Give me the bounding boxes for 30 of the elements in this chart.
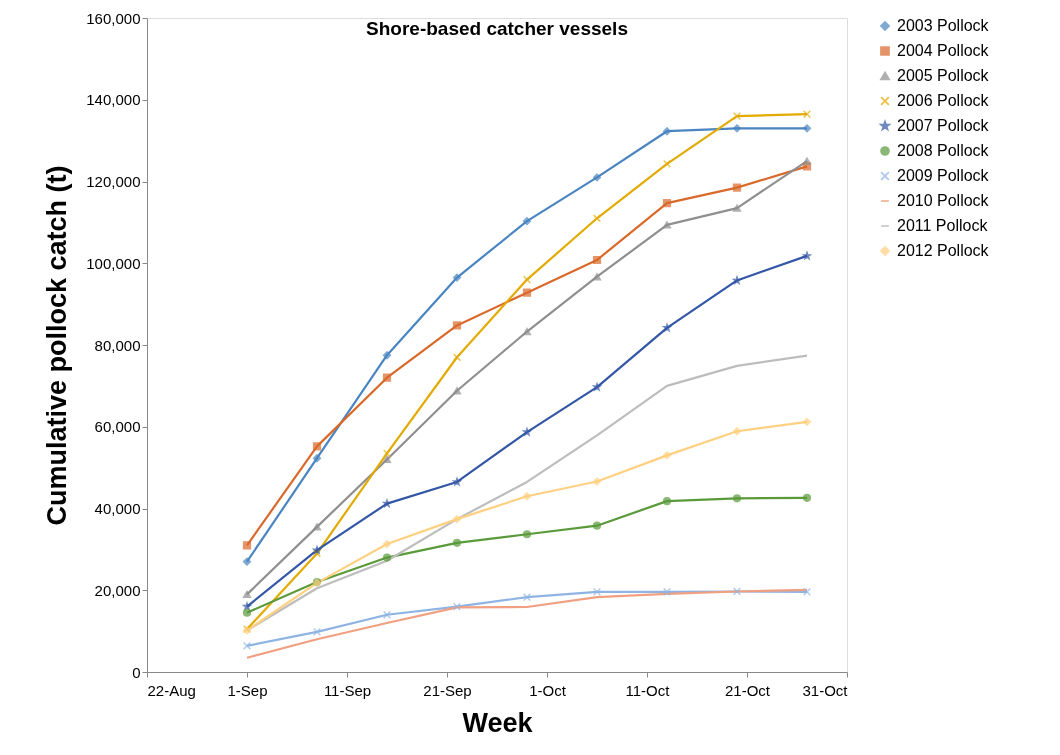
- y-tick-label: 160,000: [86, 9, 141, 27]
- y-axis-title: Cumulative pollock catch (t): [42, 165, 73, 526]
- y-tick-label: 100,000: [86, 254, 141, 272]
- x-tick-label: 1-Oct: [529, 681, 567, 699]
- y-tick-label: 0: [132, 663, 141, 681]
- x-tick-label: 11-Sep: [323, 681, 372, 699]
- x-tick-label: 21-Sep: [423, 681, 472, 699]
- y-tick-label: 80,000: [94, 336, 141, 354]
- x-tick-label: 22-Aug: [147, 681, 196, 699]
- legend-label: 2009 Pollock: [897, 167, 990, 184]
- legend-label: 2003 Pollock: [897, 17, 990, 34]
- legend-label: 2004 Pollock: [897, 42, 990, 59]
- x-tick-label: 11-Oct: [625, 681, 671, 699]
- x-tick-label: 1-Sep: [227, 681, 268, 699]
- legend-label: 2006 Pollock: [897, 92, 990, 109]
- legend-label: 2011 Pollock: [897, 217, 989, 234]
- legend-label: 2012 Pollock: [897, 242, 990, 259]
- y-tick-label: 120,000: [86, 173, 141, 190]
- legend-label: 2005 Pollock: [897, 67, 990, 84]
- legend-label: 2007 Pollock: [897, 117, 990, 134]
- x-tick-label: 31-Oct: [802, 681, 849, 699]
- legend-label: 2010 Pollock: [897, 192, 990, 209]
- y-tick-label: 40,000: [94, 500, 141, 517]
- y-tick-label: 20,000: [94, 581, 141, 599]
- y-tick-label: 60,000: [94, 418, 141, 436]
- x-tick-label: 21-Oct: [724, 681, 771, 699]
- legend-label: 2008 Pollock: [897, 142, 990, 159]
- chart-title: Shore-based catcher vessels: [366, 18, 628, 39]
- y-tick-label: 140,000: [86, 91, 141, 109]
- x-axis-title: Week: [462, 707, 534, 738]
